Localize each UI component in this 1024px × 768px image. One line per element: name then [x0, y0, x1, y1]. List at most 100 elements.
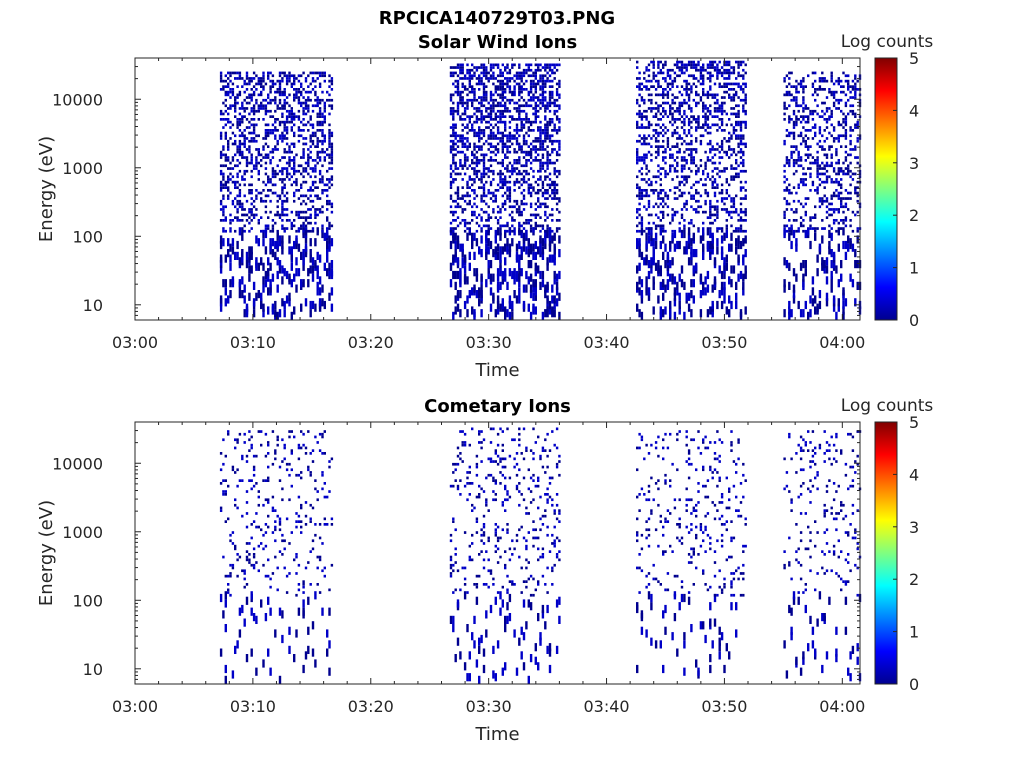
data-cell: [307, 189, 310, 192]
data-cell: [309, 137, 312, 140]
data-cell: [647, 126, 651, 129]
data-cell: [737, 74, 740, 78]
data-cell: [555, 169, 559, 173]
data-cell: [323, 156, 326, 159]
data-cell: [795, 210, 798, 214]
data-cell: [466, 115, 469, 118]
data-cell: [709, 240, 712, 250]
data-cell: [544, 109, 547, 113]
data-cell: [250, 153, 253, 157]
data-cell: [823, 112, 826, 116]
data-cell: [673, 101, 677, 105]
data-cell: [302, 118, 305, 121]
data-cell: [713, 123, 717, 127]
data-cell: [260, 159, 263, 162]
data-cell: [713, 276, 717, 285]
data-cell: [704, 191, 707, 195]
data-cell: [551, 306, 554, 315]
data-cell: [485, 85, 488, 88]
data-cell: [711, 66, 714, 69]
data-cell: [825, 210, 829, 214]
data-cell: [732, 68, 736, 72]
data-cell: [501, 85, 504, 88]
data-cell: [699, 273, 703, 282]
data-cell: [541, 227, 545, 230]
data-cell: [702, 115, 705, 118]
data-cell: [790, 98, 793, 102]
data-cell: [539, 142, 542, 146]
data-cell: [643, 137, 646, 140]
data-cell: [506, 164, 509, 168]
data-cell: [650, 232, 653, 241]
data-cell: [553, 243, 556, 252]
data-cell: [678, 137, 681, 140]
data-cell: [809, 224, 812, 228]
data-cell: [330, 161, 334, 165]
data-cell: [274, 126, 277, 129]
data-cell: [650, 227, 653, 230]
data-cell: [504, 123, 507, 127]
data-cell: [840, 145, 843, 148]
data-cell: [716, 172, 719, 176]
data-cell: [830, 202, 833, 206]
data-cell: [499, 104, 502, 108]
data-cell: [671, 178, 674, 181]
data-cell: [267, 93, 270, 97]
data-cell: [680, 60, 684, 64]
data-cell: [231, 88, 235, 91]
data-cell: [515, 101, 519, 105]
data-cell: [302, 254, 305, 263]
data-cell: [238, 142, 242, 146]
data-cell: [473, 180, 476, 184]
data-cell: [267, 178, 270, 181]
data-cell: [856, 260, 859, 269]
data-cell: [236, 85, 239, 88]
data-cell: [711, 169, 714, 173]
data-cell: [463, 161, 467, 165]
data-cell: [821, 134, 824, 138]
data-cell: [659, 167, 662, 170]
data-cell: [643, 159, 646, 162]
data-cell: [520, 71, 523, 75]
data-cell: [541, 139, 545, 143]
data-cell: [485, 74, 488, 78]
data-cell: [666, 142, 670, 146]
data-cell: [716, 183, 719, 187]
data-cell: [243, 90, 246, 94]
data-cell: [478, 109, 481, 113]
data-cell: [518, 134, 521, 138]
data-cell: [480, 249, 483, 258]
data-cell: [687, 221, 691, 225]
data-cell: [854, 74, 857, 78]
data-cell: [541, 93, 545, 97]
data-cell: [725, 112, 728, 116]
data-cell: [515, 129, 519, 132]
data-cell: [544, 79, 547, 83]
data-cell: [723, 287, 726, 296]
data-cell: [250, 118, 253, 121]
data-cell: [636, 175, 639, 179]
data-cell: [537, 213, 540, 217]
data-cell: [222, 101, 225, 105]
data-cell: [659, 71, 662, 75]
data-cell: [788, 115, 791, 118]
data-cell: [725, 191, 728, 195]
data-cell: [739, 148, 743, 151]
data-cell: [802, 88, 805, 91]
data-cell: [795, 123, 798, 127]
data-cell: [730, 112, 733, 116]
data-cell: [478, 118, 481, 121]
data-cell: [466, 221, 469, 225]
data-cell: [666, 82, 670, 86]
data-cell: [326, 227, 329, 230]
data-cell: [792, 229, 796, 239]
data-cell: [281, 265, 284, 274]
data-cell: [636, 224, 639, 228]
data-cell: [541, 164, 545, 168]
data-cell: [709, 159, 712, 162]
data-cell: [241, 290, 244, 299]
data-cell: [676, 210, 679, 214]
data-cell: [297, 169, 301, 173]
data-cell: [680, 180, 684, 184]
data-cell: [231, 202, 235, 206]
